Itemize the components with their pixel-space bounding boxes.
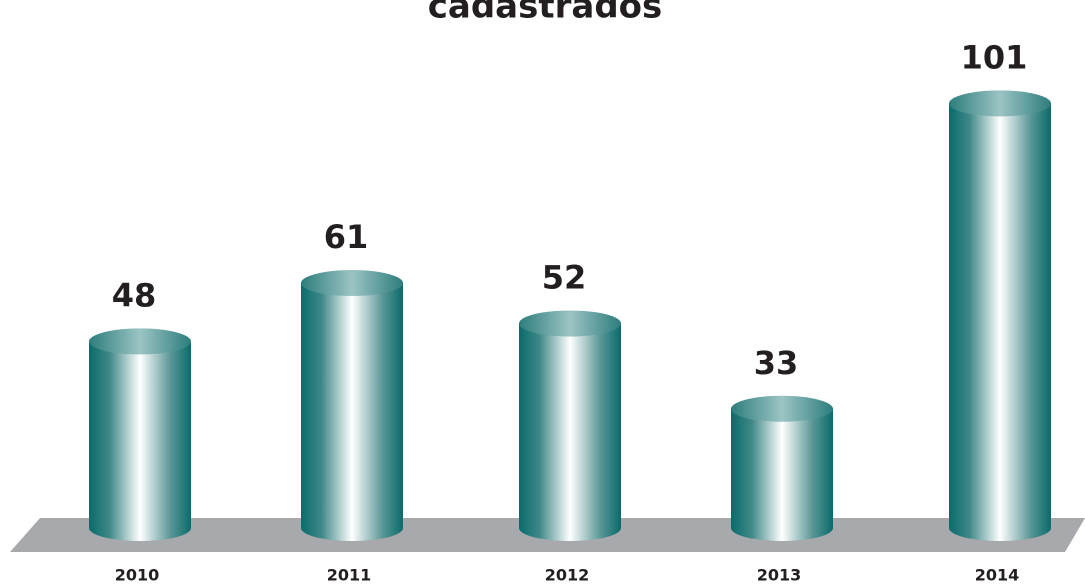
value-label: 101 xyxy=(961,38,1028,76)
x-tick-label: 2014 xyxy=(975,566,1020,584)
value-label: 52 xyxy=(542,258,587,296)
chart-title: cadastrados xyxy=(428,0,663,27)
x-tick-label: 2013 xyxy=(757,566,802,584)
cylinder-top xyxy=(731,395,833,422)
value-label: 33 xyxy=(754,344,799,382)
value-label: 61 xyxy=(324,218,369,256)
x-tick-label: 2010 xyxy=(115,566,160,584)
cylinder-top xyxy=(949,90,1051,117)
cylinder-top xyxy=(89,328,191,355)
x-tick-label: 2012 xyxy=(545,566,590,584)
x-tick-label: 2011 xyxy=(327,566,372,584)
cylinder xyxy=(731,408,833,541)
cylinder xyxy=(89,341,191,541)
cylinder xyxy=(519,323,621,541)
value-label: 48 xyxy=(112,276,157,314)
cylinder xyxy=(301,283,403,541)
cylinder-top xyxy=(301,270,403,297)
cylinder-top xyxy=(519,310,621,337)
cylinder xyxy=(949,103,1051,541)
